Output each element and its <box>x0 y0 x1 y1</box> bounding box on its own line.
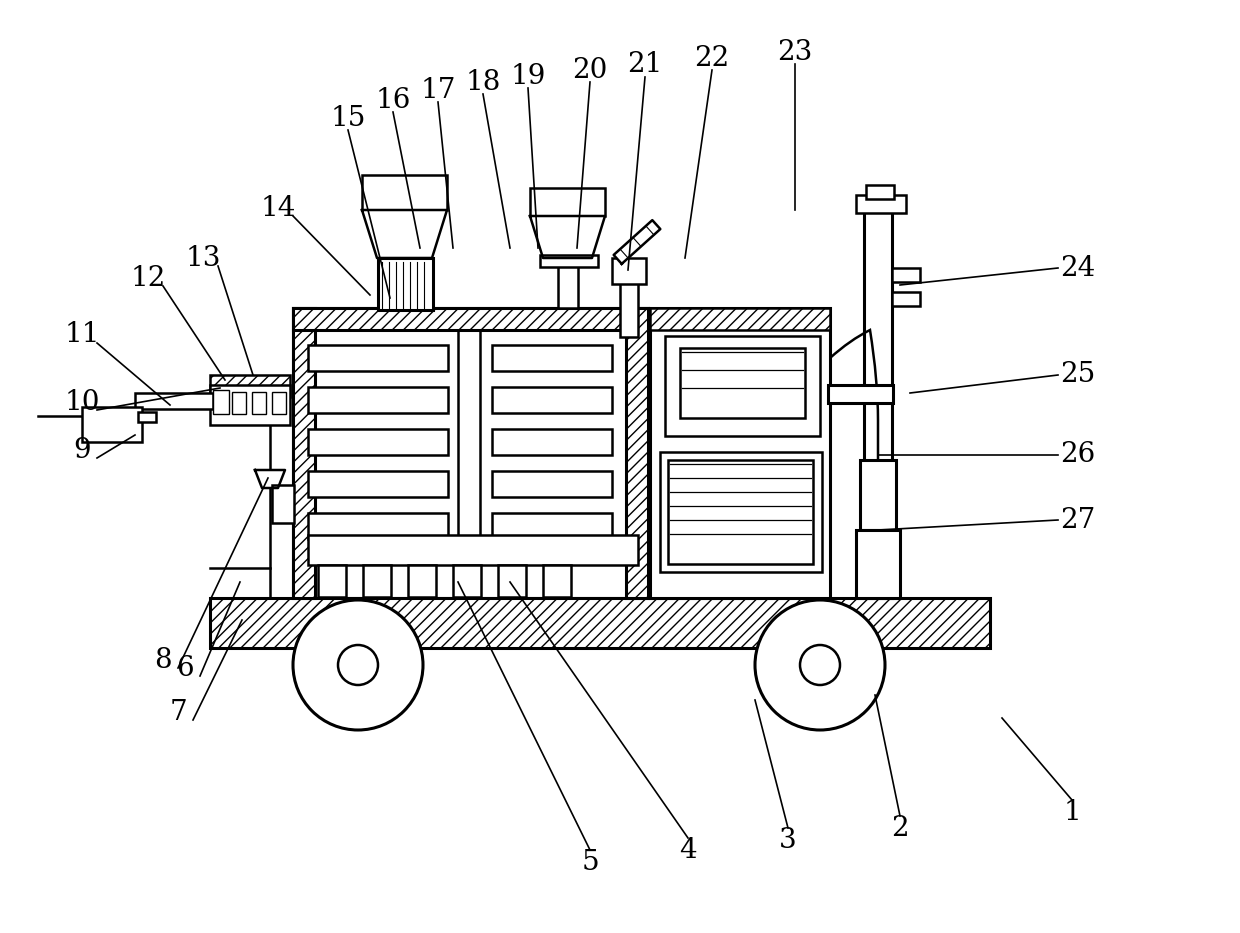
Bar <box>828 385 893 403</box>
Bar <box>293 308 649 598</box>
Text: 4: 4 <box>680 837 697 864</box>
Polygon shape <box>529 216 605 258</box>
Text: 5: 5 <box>582 848 599 875</box>
Text: 12: 12 <box>130 264 166 291</box>
Bar <box>558 258 578 308</box>
Bar <box>498 565 526 597</box>
Circle shape <box>293 600 423 730</box>
Bar <box>660 452 822 572</box>
Bar <box>861 460 897 530</box>
Bar <box>892 268 920 282</box>
Polygon shape <box>255 470 285 488</box>
Bar <box>308 535 639 565</box>
Polygon shape <box>362 210 446 258</box>
Bar <box>650 308 830 330</box>
Bar <box>293 308 315 598</box>
Bar <box>492 471 613 497</box>
Bar <box>82 407 143 442</box>
Bar <box>308 471 448 497</box>
Text: 25: 25 <box>1060 361 1096 388</box>
Text: 2: 2 <box>892 815 909 842</box>
Bar <box>543 565 570 597</box>
Text: 27: 27 <box>1060 507 1096 534</box>
Bar <box>135 393 213 409</box>
Text: 20: 20 <box>573 57 608 83</box>
Text: 15: 15 <box>330 104 366 132</box>
Bar <box>856 530 900 598</box>
Text: 16: 16 <box>376 87 410 114</box>
Bar <box>866 185 894 199</box>
Bar <box>453 565 481 597</box>
Bar <box>392 258 420 308</box>
Bar <box>308 429 448 455</box>
Circle shape <box>755 600 885 730</box>
Text: 14: 14 <box>260 194 295 221</box>
Bar <box>308 345 448 371</box>
Bar <box>252 392 267 414</box>
Bar <box>626 308 649 598</box>
Bar <box>539 255 598 267</box>
Text: 21: 21 <box>627 51 662 78</box>
Circle shape <box>339 645 378 685</box>
Bar <box>492 513 613 539</box>
Bar <box>529 188 605 216</box>
Bar <box>272 392 286 414</box>
Bar <box>363 565 391 597</box>
Bar <box>210 598 990 648</box>
Text: 13: 13 <box>185 244 221 272</box>
Bar <box>650 308 830 598</box>
Polygon shape <box>614 220 661 264</box>
Text: 11: 11 <box>64 322 99 349</box>
Bar <box>293 308 649 330</box>
Text: 17: 17 <box>420 77 456 104</box>
Bar <box>856 195 906 213</box>
Text: 10: 10 <box>64 388 99 415</box>
Text: 19: 19 <box>511 63 546 90</box>
Bar <box>492 429 613 455</box>
Bar <box>232 392 246 414</box>
Text: 24: 24 <box>1060 255 1096 282</box>
Text: 22: 22 <box>694 45 729 72</box>
Bar <box>138 412 156 422</box>
Bar <box>362 175 446 210</box>
Bar <box>680 348 805 418</box>
Bar <box>892 292 920 306</box>
Text: 6: 6 <box>176 655 193 681</box>
Bar <box>213 390 229 414</box>
Bar <box>308 513 448 539</box>
Bar <box>317 565 346 597</box>
Bar <box>668 460 813 564</box>
Bar <box>864 200 892 598</box>
Bar <box>210 385 290 425</box>
Bar <box>492 387 613 413</box>
Bar <box>308 387 448 413</box>
Text: 9: 9 <box>73 437 91 464</box>
Bar <box>665 336 820 436</box>
Bar <box>272 485 294 523</box>
Circle shape <box>800 645 839 685</box>
Text: 3: 3 <box>779 827 797 854</box>
Text: 8: 8 <box>154 647 172 674</box>
Text: 1: 1 <box>1063 799 1081 826</box>
Bar <box>620 282 639 337</box>
Text: 7: 7 <box>169 699 187 726</box>
Text: 23: 23 <box>777 38 812 65</box>
Bar <box>613 258 646 284</box>
Bar <box>492 345 613 371</box>
Bar <box>378 258 433 310</box>
Bar <box>210 375 290 397</box>
Text: 18: 18 <box>465 68 501 95</box>
Bar <box>408 565 436 597</box>
Text: 26: 26 <box>1060 441 1096 468</box>
